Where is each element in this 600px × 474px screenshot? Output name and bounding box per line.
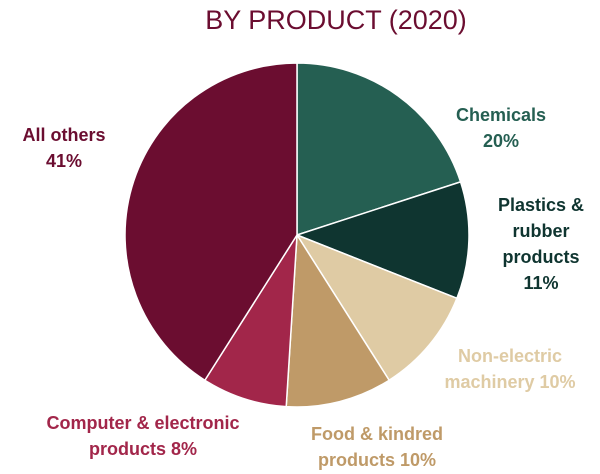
pie-slice-chemicals xyxy=(296,62,462,237)
slice-label-plastics-and-rubber-products: Plastics & rubber products 11% xyxy=(498,195,584,293)
slice-label-line: 11% xyxy=(523,273,558,293)
slice-label-line: 20% xyxy=(483,131,519,151)
slice-labels: Chemicals 20% Plastics & rubber products 11% N… xyxy=(22,105,584,470)
pie-slice-non-electric-machinery xyxy=(295,233,458,382)
pie-slice-all-others xyxy=(124,62,298,382)
slice-label-line: products 10% xyxy=(318,450,436,470)
slice-label-line: Food & kindred xyxy=(311,424,443,444)
slice-label-line: machinery 10% xyxy=(444,372,575,392)
slice-label-non-electric-machinery: Non-electric machinery 10% xyxy=(444,346,575,392)
pie-slices xyxy=(124,62,470,408)
pie-slice-plastics-and-rubber-products xyxy=(294,180,470,300)
slice-label-line: products 8% xyxy=(89,439,197,459)
slice-label-all-others: All others 41% xyxy=(22,125,105,171)
slice-label-food-and-kindred-products: Food & kindred products 10% xyxy=(311,424,443,470)
slice-label-computer-and-electronic-products: Computer & electronic products 8% xyxy=(46,413,239,459)
slice-label-chemicals: Chemicals 20% xyxy=(456,105,546,151)
slice-label-line: Non-electric xyxy=(458,346,562,366)
slice-label-line: Chemicals xyxy=(456,105,546,125)
slice-label-line: products xyxy=(502,247,579,267)
slice-label-line: All others xyxy=(22,125,105,145)
slice-label-line: 41% xyxy=(46,151,82,171)
pie-slice-food-and-kindred-products xyxy=(285,232,391,408)
slice-label-line: Computer & electronic xyxy=(46,413,239,433)
slice-label-line: Plastics & xyxy=(498,195,584,215)
chart-title: BY PRODUCT (2020) xyxy=(205,5,467,35)
slice-label-line: rubber xyxy=(512,221,569,241)
